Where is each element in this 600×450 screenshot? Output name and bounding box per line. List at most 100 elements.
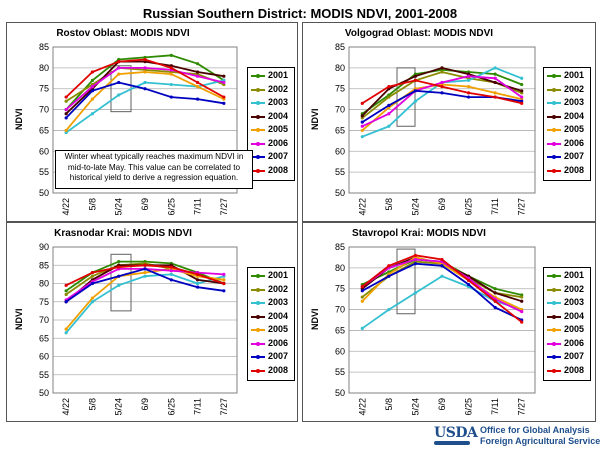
legend-item: 2003 bbox=[546, 97, 590, 109]
data-point-2008 bbox=[64, 95, 68, 99]
data-point-2007 bbox=[90, 89, 95, 93]
chart-title: Stavropol Krai: MODIS NDVI bbox=[352, 228, 486, 239]
data-point-2008 bbox=[440, 85, 444, 89]
legend-label: 2002 bbox=[268, 283, 289, 294]
legend-item: 2002 bbox=[250, 284, 294, 296]
data-point-2003 bbox=[413, 99, 418, 103]
x-tick-label: 6/25 bbox=[166, 198, 176, 216]
data-point-2004 bbox=[520, 89, 524, 93]
legend-item: 2005 bbox=[546, 124, 590, 136]
legend-label: 2002 bbox=[268, 83, 289, 94]
chart-title: Krasnodar Krai: MODIS NDVI bbox=[54, 228, 192, 239]
data-point-2006 bbox=[64, 107, 68, 112]
legend-label: 2004 bbox=[268, 310, 289, 321]
data-point-2008 bbox=[493, 299, 497, 303]
series-line-2002 bbox=[361, 71, 523, 119]
data-point-2003 bbox=[169, 82, 173, 87]
x-tick-label: 6/25 bbox=[166, 398, 176, 416]
legend-item: 2003 bbox=[546, 297, 590, 309]
y-tick-label: 70 bbox=[335, 305, 345, 315]
data-point-2006 bbox=[117, 66, 121, 70]
data-point-2007 bbox=[387, 103, 391, 107]
data-point-2008 bbox=[520, 101, 524, 105]
legend-marker bbox=[552, 301, 556, 305]
legend-item: 2006 bbox=[546, 338, 590, 350]
data-point-2008 bbox=[387, 85, 391, 89]
data-point-2003 bbox=[360, 135, 364, 139]
y-tick-label: 65 bbox=[39, 333, 49, 343]
data-point-2008 bbox=[195, 80, 200, 85]
legend-item: 2007 bbox=[250, 351, 294, 363]
legend-label: 2006 bbox=[268, 137, 289, 148]
legend-marker bbox=[552, 341, 556, 346]
y-tick-label: 70 bbox=[39, 315, 49, 325]
chart-title: Volgograd Oblast: MODIS NDVI bbox=[344, 28, 494, 39]
legend-label: 2003 bbox=[268, 297, 289, 307]
data-point-2004 bbox=[195, 278, 200, 282]
legend-marker bbox=[256, 274, 260, 278]
y-tick-label: 85 bbox=[39, 260, 49, 270]
legend-marker bbox=[256, 368, 260, 373]
legend-label: 2007 bbox=[268, 151, 289, 161]
data-point-2008 bbox=[360, 285, 364, 289]
data-point-2007 bbox=[64, 300, 68, 304]
data-point-2007 bbox=[222, 289, 226, 293]
data-point-2007 bbox=[440, 91, 444, 95]
data-point-2003 bbox=[466, 78, 471, 82]
legend-marker bbox=[552, 101, 556, 105]
data-point-2005 bbox=[64, 128, 68, 133]
legend-item: 2005 bbox=[250, 124, 294, 136]
y-tick-label: 75 bbox=[39, 297, 49, 307]
usda-logo-swoosh-icon bbox=[434, 441, 470, 445]
legend-item: 2004 bbox=[546, 111, 590, 123]
y-tick-label: 80 bbox=[39, 63, 49, 73]
legend-marker bbox=[256, 287, 260, 292]
legend-item: 2005 bbox=[250, 324, 294, 336]
data-point-2003 bbox=[360, 326, 364, 330]
data-point-2005 bbox=[90, 97, 95, 101]
legend-label: 2001 bbox=[268, 270, 289, 280]
legend-marker bbox=[256, 114, 260, 119]
data-point-2008 bbox=[360, 101, 364, 105]
legend-marker bbox=[552, 287, 556, 292]
data-point-2006 bbox=[466, 74, 471, 78]
y-tick-label: 60 bbox=[335, 346, 345, 356]
legend-item: 2006 bbox=[250, 338, 294, 350]
data-point-2008 bbox=[413, 253, 418, 257]
legend-marker bbox=[256, 328, 260, 332]
agency-line-1: Office for Global Analysis bbox=[480, 425, 590, 435]
legend-marker bbox=[256, 141, 260, 146]
chart-title: Rostov Oblast: MODIS NDVI bbox=[56, 28, 190, 39]
data-point-2001 bbox=[195, 62, 200, 66]
x-tick-label: 7/11 bbox=[193, 398, 203, 415]
y-tick-label: 65 bbox=[39, 125, 49, 135]
data-point-2008 bbox=[520, 320, 524, 324]
legend-item: 2008 bbox=[250, 165, 294, 177]
data-point-2001 bbox=[90, 78, 95, 82]
x-tick-label: 4/22 bbox=[61, 198, 71, 216]
legend-marker bbox=[552, 87, 556, 92]
legend-label: 2006 bbox=[564, 137, 585, 148]
data-point-2003 bbox=[195, 281, 200, 286]
x-tick-label: 5/8 bbox=[87, 398, 97, 411]
data-point-2001 bbox=[493, 72, 497, 76]
data-point-2007 bbox=[117, 274, 121, 278]
legend-item: 2001 bbox=[546, 270, 590, 282]
legend-label: 2006 bbox=[564, 337, 585, 348]
legend-label: 2001 bbox=[564, 70, 585, 80]
chart-plot: 50 55 60 65 70 75 80 85 4/22 5/8 5/24 6/9 6/25 7/11 7/… bbox=[39, 42, 238, 216]
data-point-2006 bbox=[360, 124, 364, 128]
data-point-2006 bbox=[387, 112, 391, 116]
data-point-2008 bbox=[440, 257, 444, 262]
legend-item: 2007 bbox=[546, 351, 590, 363]
y-tick-label: 75 bbox=[335, 284, 345, 294]
legend-label: 2003 bbox=[564, 297, 585, 307]
data-point-2008 bbox=[466, 91, 471, 95]
x-tick-label: 4/22 bbox=[357, 398, 367, 416]
y-tick-label: 60 bbox=[39, 352, 49, 362]
data-point-2002 bbox=[387, 95, 391, 99]
plot-area-border bbox=[52, 246, 238, 394]
legend-item: 2006 bbox=[250, 138, 294, 150]
legend-item: 2001 bbox=[250, 270, 294, 282]
peak-window-box bbox=[396, 67, 416, 127]
